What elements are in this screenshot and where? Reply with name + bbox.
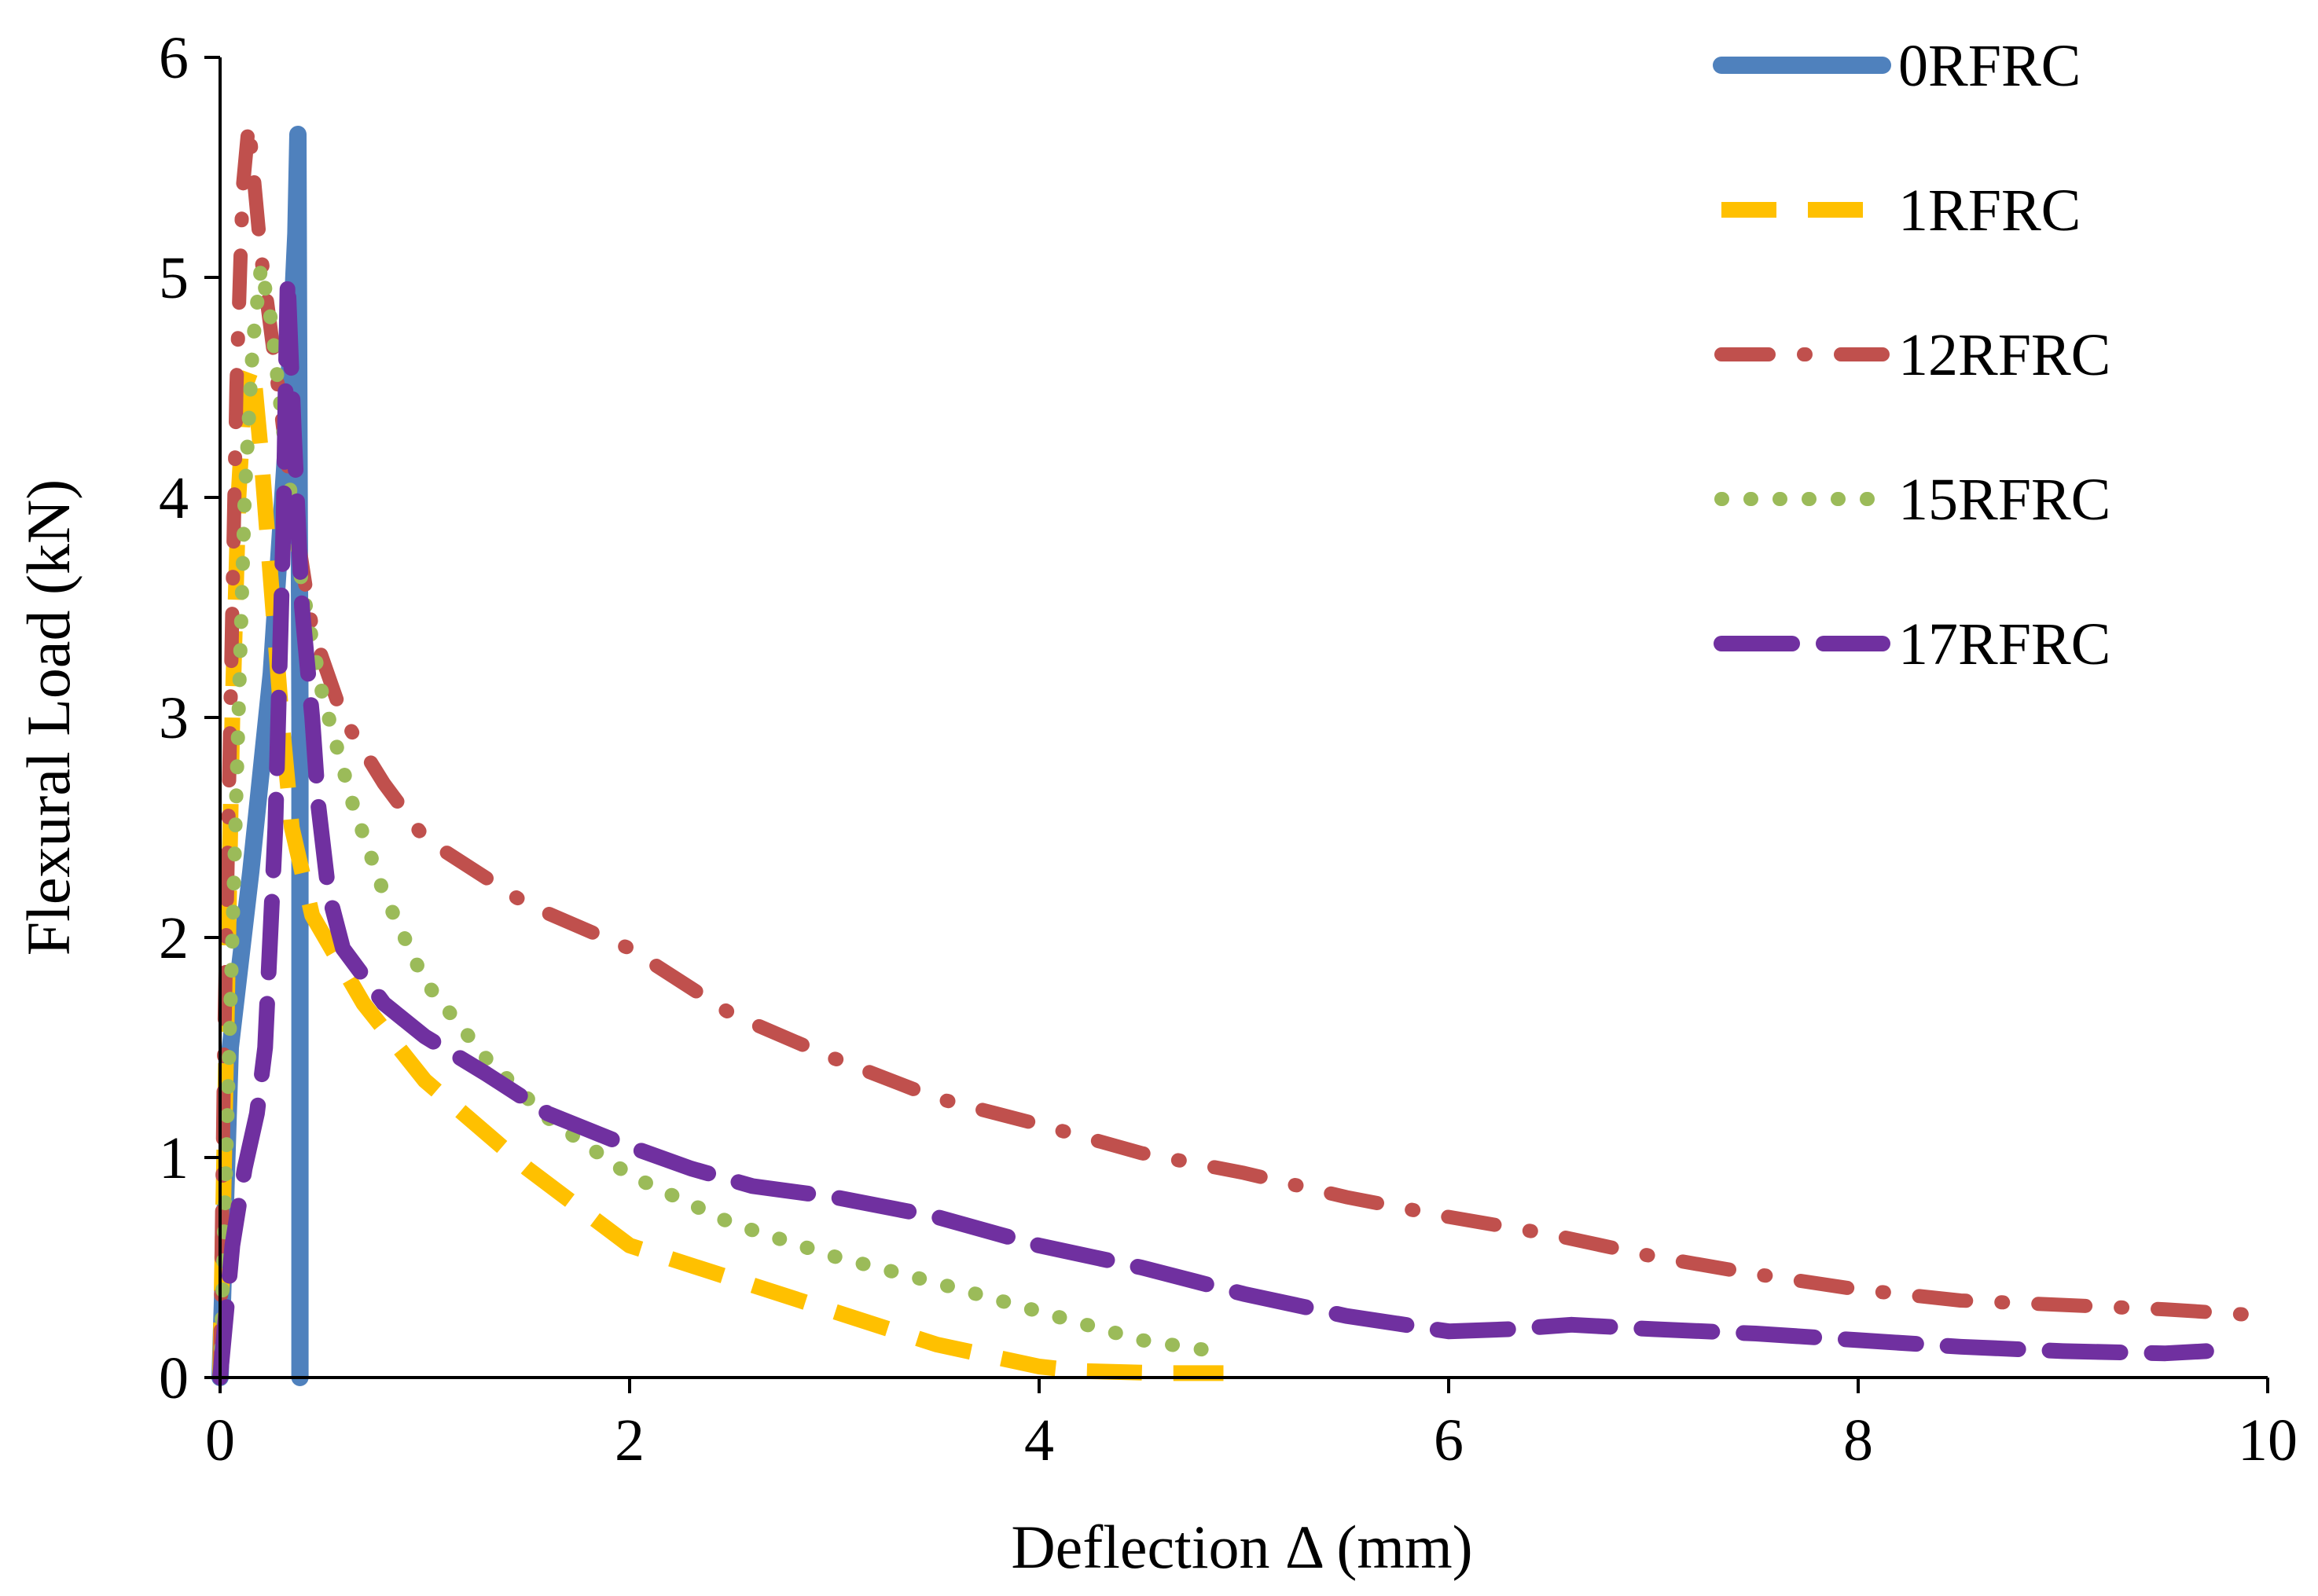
series-line-17RFRC xyxy=(212,270,2214,1385)
legend-label-0RFRC: 0RFRC xyxy=(1898,33,2081,99)
y-tick-label: 3 xyxy=(159,685,189,751)
x-tick-label: 10 xyxy=(2238,1407,2298,1473)
y-tick-label: 5 xyxy=(159,245,189,311)
series-line-1RFRC xyxy=(212,358,1224,1381)
series-line-12RFRC xyxy=(213,116,2275,1385)
y-tick-label: 0 xyxy=(159,1345,189,1411)
legend-label-17RFRC: 17RFRC xyxy=(1898,611,2110,677)
x-tick-label: 4 xyxy=(1024,1407,1054,1473)
x-axis-title: Deflection Δ (mm) xyxy=(1011,1513,1472,1581)
legend: 0RFRC 1RFRC 12RFRC 15RFRC 17RFRC xyxy=(1713,33,2110,677)
y-axis-title: Flexural Load (kN) xyxy=(14,479,83,956)
y-tick-label: 4 xyxy=(159,465,189,531)
y-tick-label: 1 xyxy=(159,1125,189,1191)
axes: 0 1 2 3 4 5 6 0 2 4 6 8 10 xyxy=(159,25,2298,1473)
legend-label-12RFRC: 12RFRC xyxy=(1898,322,2110,388)
legend-label-15RFRC: 15RFRC xyxy=(1898,467,2110,533)
x-tick-label: 0 xyxy=(205,1407,235,1473)
x-tick-label: 8 xyxy=(1843,1407,1873,1473)
legend-label-1RFRC: 1RFRC xyxy=(1898,178,2081,244)
y-tick-label: 2 xyxy=(159,905,189,971)
x-tick-label: 6 xyxy=(1434,1407,1464,1473)
x-tick-label: 2 xyxy=(615,1407,645,1473)
series-line-15RFRC xyxy=(213,259,1221,1385)
plot-area xyxy=(211,116,2275,1386)
y-tick-label: 6 xyxy=(159,25,189,91)
